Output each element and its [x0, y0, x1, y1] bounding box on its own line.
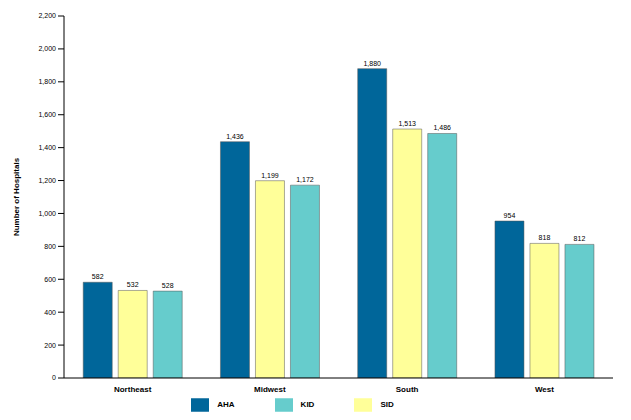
svg-text:Number of Hospitals: Number of Hospitals	[12, 157, 21, 236]
svg-text:1,436: 1,436	[226, 133, 244, 140]
svg-text:2,200: 2,200	[38, 12, 56, 19]
svg-text:1,200: 1,200	[38, 177, 56, 184]
svg-text:954: 954	[504, 212, 516, 219]
svg-text:600: 600	[44, 276, 56, 283]
svg-text:1,600: 1,600	[38, 111, 56, 118]
svg-text:West: West	[535, 385, 554, 394]
svg-text:1,513: 1,513	[398, 120, 416, 127]
svg-text:1,800: 1,800	[38, 78, 56, 85]
svg-text:1,199: 1,199	[261, 172, 279, 179]
svg-text:1,880: 1,880	[363, 60, 381, 67]
svg-text:0: 0	[52, 374, 56, 381]
svg-text:Midwest: Midwest	[254, 385, 286, 394]
svg-text:South: South	[396, 385, 419, 394]
svg-text:2,000: 2,000	[38, 45, 56, 52]
svg-text:528: 528	[162, 282, 174, 289]
svg-text:582: 582	[92, 273, 104, 280]
html-text:AHA: AHA	[217, 400, 235, 410]
svg-text:1,400: 1,400	[38, 144, 56, 151]
svg-text:818: 818	[539, 234, 551, 241]
svg-text:400: 400	[44, 309, 56, 316]
svg-text:800: 800	[44, 243, 56, 250]
svg-text:812: 812	[574, 235, 586, 242]
svg-text:Northeast: Northeast	[114, 385, 152, 394]
svg-text:1,172: 1,172	[296, 176, 314, 183]
svg-text:1,000: 1,000	[38, 210, 56, 217]
svg-text:200: 200	[44, 342, 56, 349]
html-text:SID: SID	[380, 400, 394, 410]
html-text:KID: KID	[300, 400, 315, 410]
svg-text:532: 532	[127, 281, 139, 288]
svg-text:1,486: 1,486	[433, 124, 451, 131]
